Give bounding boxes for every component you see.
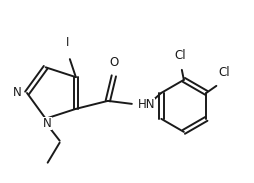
Text: O: O (109, 56, 118, 69)
Text: I: I (66, 36, 70, 49)
Text: N: N (43, 117, 52, 130)
Text: Cl: Cl (174, 49, 186, 62)
Text: Cl: Cl (218, 66, 230, 79)
Text: N: N (13, 87, 22, 100)
Text: HN: HN (138, 98, 155, 111)
